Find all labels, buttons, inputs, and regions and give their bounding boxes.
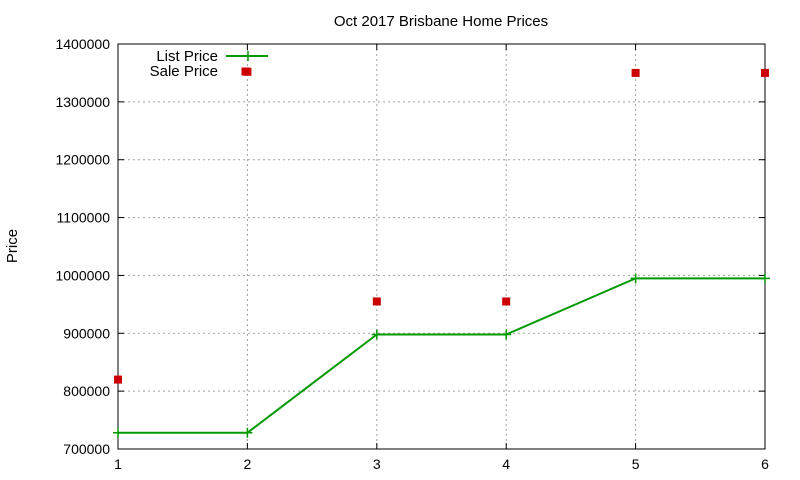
y-tick-label: 1100000 [57,210,111,226]
plot-frame [117,43,766,450]
y-tick-label: 700000 [63,441,110,457]
x-tick-label: 2 [244,456,252,472]
y-tick-label: 1000000 [55,267,110,283]
sale-price-point [114,375,122,384]
sale-price-point [761,68,769,77]
legend-label-sale-price: Sale Price [150,63,218,80]
y-tick-labels: 700000 800000 900000 1000000 1100000 1200000 1… [55,36,110,457]
y-axis-label: Price [4,229,21,263]
legend: List Price Sale Price [150,48,268,80]
x-tick-label: 3 [373,456,381,472]
list-price-point [760,273,770,284]
x-tick-labels: 1 2 3 4 5 6 [114,456,769,472]
y-tick-label: 1200000 [55,152,110,168]
y-tick-label: 800000 [63,383,110,399]
y-tick-label: 1300000 [55,94,110,110]
x-tick-label: 4 [502,456,510,472]
axis-ticks [117,43,766,450]
y-tick-label: 1400000 [55,36,110,52]
x-tick-label: 1 [114,456,122,472]
chart-title: Oct 2017 Brisbane Home Prices [334,13,548,30]
list-price-point [113,427,123,438]
list-price-point [501,329,512,340]
sale-price-point [502,297,511,306]
list-price-point [371,329,382,340]
series [113,67,770,438]
legend-marker-list-price [243,51,253,61]
sale-price-point [372,297,381,306]
list-price-line [118,277,765,434]
x-tick-label: 6 [761,456,769,472]
legend-marker-sale-price [241,67,250,76]
sale-price-point [631,68,640,77]
list-price-point [630,273,641,284]
x-tick-label: 5 [632,456,640,472]
list-price-point [242,427,253,438]
y-tick-label: 900000 [63,325,110,341]
grid-lines [118,44,765,449]
legend-label-list-price: List Price [156,48,218,65]
